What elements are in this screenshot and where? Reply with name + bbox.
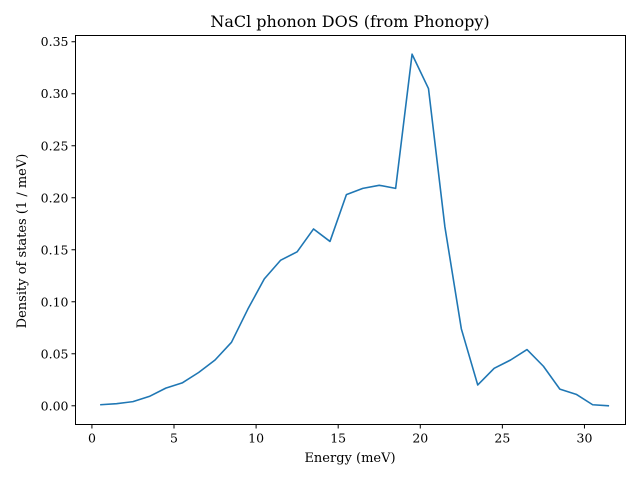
x-axis-label: Energy (meV) [304, 451, 395, 466]
y-tick-label: 0.25 [41, 138, 69, 153]
x-tick-label: 15 [330, 431, 346, 446]
dos-series-line [100, 53, 610, 407]
y-tick-label: 0.00 [41, 398, 69, 413]
y-tick-label: 0.20 [41, 190, 69, 205]
chart-title: NaCl phonon DOS (from Phonopy) [210, 12, 489, 31]
y-tick-label: 0.05 [41, 346, 69, 361]
plot-frame [75, 35, 626, 425]
x-tick-label: 0 [88, 431, 96, 446]
y-tick-label: 0.15 [41, 242, 69, 257]
y-tick-label: 0.35 [41, 34, 69, 49]
y-tick-label: 0.10 [41, 294, 69, 309]
x-tick-label: 20 [412, 431, 428, 446]
x-tick-label: 30 [577, 431, 593, 446]
axes-ticks: 0 5 10 15 20 25 30 0.00 0.05 0.10 0.15 0.20 0.25 0.30… [41, 34, 593, 445]
y-tick-label: 0.30 [41, 86, 69, 101]
y-axis-label: Density of states (1 / meV) [15, 154, 30, 329]
plot-area [100, 53, 610, 407]
x-tick-label: 25 [494, 431, 510, 446]
x-tick-label: 10 [248, 431, 264, 446]
x-tick-label: 5 [170, 431, 178, 446]
